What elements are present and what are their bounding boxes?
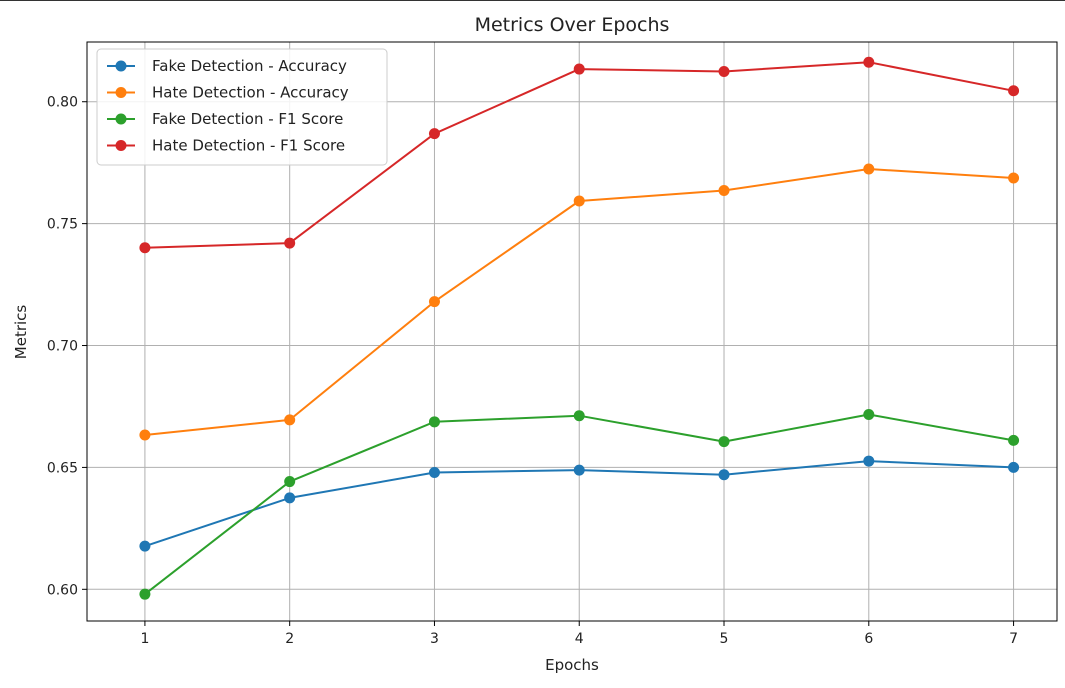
y-tick-label: 0.60	[47, 582, 78, 598]
x-axis-ticks: 1 2 3 4 5 6 7	[140, 621, 1018, 647]
data-point	[428, 467, 440, 479]
legend-box	[96, 48, 388, 166]
x-tick-label: 3	[430, 631, 439, 647]
data-point	[863, 163, 875, 175]
data-point	[284, 237, 296, 249]
legend-marker	[115, 60, 127, 72]
data-point	[718, 65, 730, 77]
data-point	[718, 436, 730, 448]
x-tick-label: 6	[864, 631, 873, 647]
legend-marker	[115, 140, 127, 151]
legend-label: Fake Detection - Accuracy	[152, 57, 347, 75]
x-tick-label: 7	[1009, 631, 1018, 647]
data-point	[1008, 172, 1020, 184]
x-tick-label: 1	[140, 631, 149, 647]
plot-area-frame	[86, 41, 1058, 622]
data-point	[428, 416, 440, 428]
series-4	[139, 56, 1020, 254]
chart-title: Metrics Over Epochs	[475, 14, 670, 36]
legend-item: Hate Detection - F1 Score	[107, 137, 345, 155]
data-point	[718, 469, 730, 481]
y-tick-label: 0.65	[47, 460, 78, 476]
series-2	[139, 163, 1020, 441]
data-point	[284, 414, 296, 426]
legend-label: Hate Detection - F1 Score	[152, 137, 345, 155]
data-point	[139, 429, 151, 441]
data-point	[139, 540, 151, 552]
y-axis-label: Metrics	[12, 305, 30, 360]
data-point	[284, 492, 296, 504]
data-point	[428, 128, 440, 140]
data-point	[139, 588, 151, 600]
series-layer	[139, 56, 1020, 600]
legend-marker	[115, 113, 127, 125]
data-point	[573, 195, 585, 207]
series-3	[139, 409, 1020, 600]
series-1	[139, 455, 1020, 552]
x-tick-label: 2	[285, 631, 294, 647]
legend-item: Hate Detection - Accuracy	[107, 84, 349, 102]
y-axis-ticks: 0.60 0.65 0.70 0.75 0.80	[47, 95, 87, 598]
x-tick-label: 5	[720, 631, 729, 647]
legend-marker	[115, 87, 127, 98]
data-point	[863, 455, 875, 467]
data-point	[863, 409, 875, 421]
data-point	[718, 184, 730, 196]
data-point	[428, 296, 440, 308]
y-tick-label: 0.70	[47, 339, 78, 355]
legend-label: Hate Detection - Accuracy	[152, 84, 349, 102]
data-point	[1008, 434, 1020, 446]
data-point	[573, 63, 585, 75]
data-point	[573, 410, 585, 422]
y-tick-label: 0.80	[47, 95, 78, 111]
data-point	[1008, 461, 1020, 473]
data-point	[284, 476, 296, 488]
data-point	[1008, 85, 1020, 97]
x-tick-label: 4	[575, 631, 584, 647]
y-tick-label: 0.75	[47, 217, 78, 233]
legend-label: Fake Detection - F1 Score	[152, 110, 343, 128]
data-point	[573, 464, 585, 476]
data-point	[139, 242, 151, 254]
x-axis-label: Epochs	[545, 656, 599, 674]
legend-item: Fake Detection - Accuracy	[107, 57, 347, 75]
legend: Fake Detection - Accuracy Hate Detection …	[96, 48, 388, 166]
data-point	[863, 56, 875, 68]
legend-item: Fake Detection - F1 Score	[107, 110, 343, 128]
